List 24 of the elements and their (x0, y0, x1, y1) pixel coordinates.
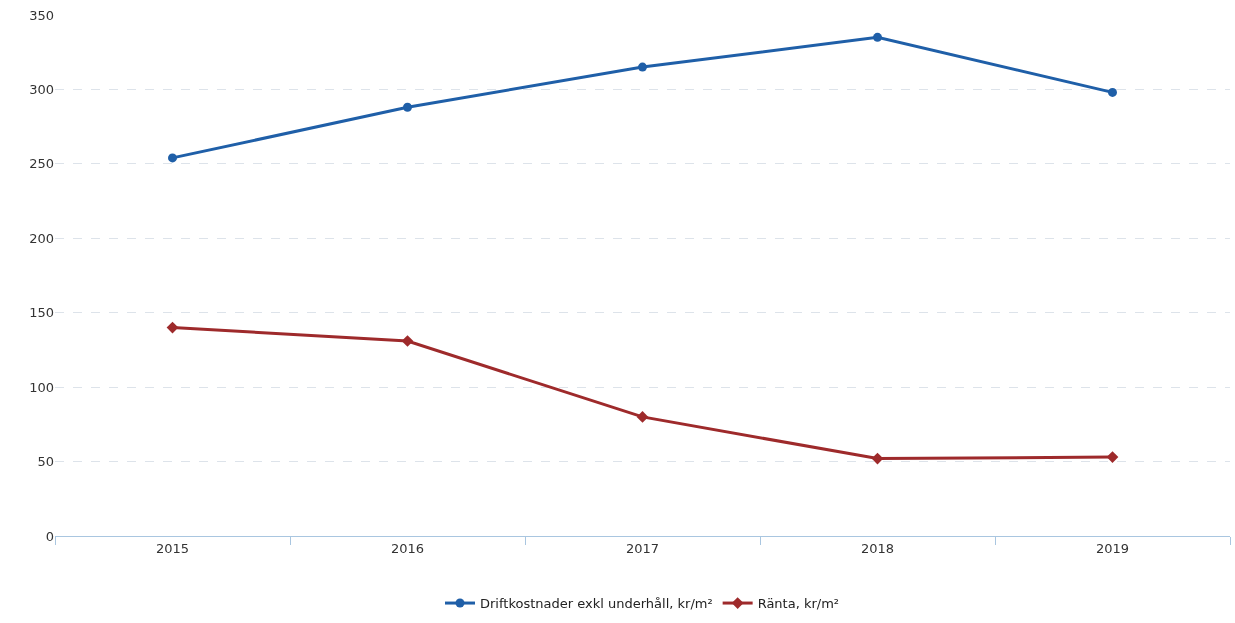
point (1106, 451, 1119, 463)
point (636, 411, 649, 423)
point (403, 102, 412, 112)
y-tick-label: 350 (29, 7, 54, 23)
y-tick-label: 200 (29, 230, 54, 246)
point (168, 153, 177, 163)
y-tick-label: 0 (45, 528, 54, 544)
x-tick-label: 2016 (390, 540, 425, 556)
y-tick-label: 100 (29, 379, 54, 395)
point (1108, 87, 1117, 97)
x-tick-label: 2017 (625, 540, 660, 556)
point (638, 62, 647, 72)
x-tick-label: 2019 (1095, 540, 1130, 556)
y-tick-label: 50 (37, 454, 54, 470)
x-tick-label: 2015 (155, 540, 190, 556)
point (873, 32, 882, 42)
point (166, 321, 179, 334)
x-tick-label: 2018 (860, 540, 895, 556)
y-tick-label: 300 (29, 81, 54, 97)
point (401, 335, 414, 347)
legend-label: Ränta, kr/m² (757, 596, 840, 612)
y-tick-label: 150 (29, 305, 54, 321)
y-tick-label: 250 (29, 156, 54, 172)
legend-label: Driftkostnader exkl underhåll, kr/m² (480, 596, 713, 612)
